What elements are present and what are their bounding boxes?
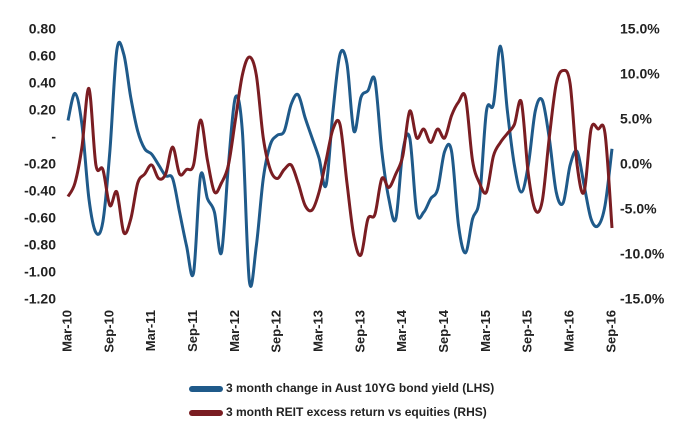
- x-tick-label: Mar-15: [478, 310, 493, 352]
- legend-label: 3 month REIT excess return vs equities (…: [226, 405, 487, 419]
- x-tick-label: Sep-14: [436, 309, 451, 352]
- y2-tick-label: -15.0%: [620, 291, 665, 307]
- y-tick-label: -0.40: [24, 183, 56, 199]
- x-tick-label: Mar-12: [227, 310, 242, 352]
- legend-label: 3 month change in Aust 10YG bond yield (…: [226, 381, 494, 395]
- y-tick-label: -1.20: [24, 291, 56, 307]
- y-tick-label: 0.40: [29, 75, 56, 91]
- x-tick-label: Mar-13: [311, 310, 326, 352]
- y-tick-label: -1.00: [24, 264, 56, 280]
- y2-tick-label: 0.0%: [620, 156, 652, 172]
- y2-tick-label: 10.0%: [620, 66, 660, 82]
- x-tick-label: Sep-10: [101, 310, 116, 353]
- y2-tick-label: -5.0%: [620, 201, 657, 217]
- x-tick-label: Sep-13: [352, 310, 367, 353]
- y-tick-label: -0.60: [24, 210, 56, 226]
- x-tick-label: Mar-16: [562, 310, 577, 352]
- x-tick-label: Sep-15: [520, 310, 535, 353]
- y2-tick-label: -10.0%: [620, 246, 665, 262]
- x-tick-label: Sep-16: [603, 310, 618, 353]
- y-tick-label: -0.80: [24, 237, 56, 253]
- x-tick-label: Mar-14: [394, 309, 409, 352]
- y-tick-label: -0.20: [24, 156, 56, 172]
- y-tick-label: 0.60: [29, 48, 56, 64]
- x-tick-label: Mar-11: [143, 310, 158, 351]
- x-tick-label: Sep-11: [185, 310, 200, 352]
- series-line: [66, 55, 614, 258]
- series-line: [66, 40, 614, 288]
- x-tick-label: Sep-12: [269, 310, 284, 353]
- y-tick-label: 0.20: [29, 102, 56, 118]
- y-tick-label: -: [51, 129, 56, 145]
- y2-tick-label: 5.0%: [620, 111, 652, 127]
- x-tick-label: Mar-10: [59, 310, 74, 352]
- y2-tick-label: 15.0%: [620, 21, 660, 37]
- y-tick-label: 0.80: [29, 21, 56, 37]
